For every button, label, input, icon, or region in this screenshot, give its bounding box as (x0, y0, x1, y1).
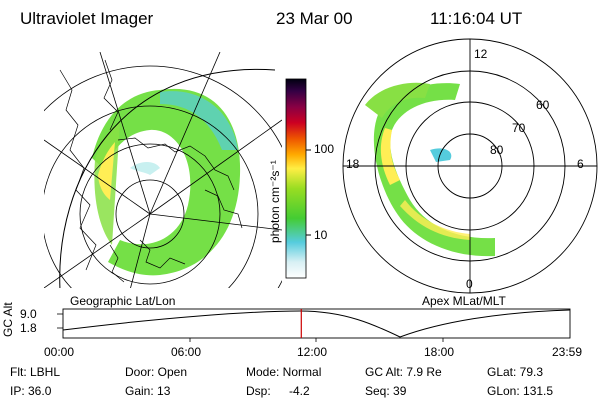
timeline-ytick-9: 9.0 (20, 307, 37, 321)
mlat-label-70: 70 (512, 121, 526, 135)
altitude-curve (62, 309, 571, 338)
time-label: 11:16:04 UT (430, 9, 523, 28)
mlt-label-18: 18 (346, 157, 360, 171)
gc-alt-readout: GC Alt: 7.9 Re (365, 365, 442, 379)
colorbar-tick-100: 100 (314, 142, 335, 156)
ip-readout: IP: 36.0 (10, 384, 52, 398)
timeline-xtick-0000: 00:00 (44, 345, 75, 359)
mlat-label-60: 60 (536, 98, 550, 112)
mlt-label-6: 6 (577, 157, 584, 171)
colorbar-unit-label: photon cm⁻²s⁻¹ (268, 160, 282, 243)
timeline-ylabel: GC Alt (1, 302, 15, 337)
instrument-title: Ultraviolet Imager (20, 9, 154, 28)
aurora-oval-left (92, 88, 241, 276)
seq-readout: Seq: 39 (365, 384, 407, 398)
aurora-oval-right (373, 83, 495, 257)
mlat-label-80: 80 (490, 143, 504, 157)
magnetic-polar-plot (342, 38, 598, 294)
timeline-xtick-0600: 06:00 (171, 345, 202, 359)
mlt-label-0: 0 (466, 277, 473, 291)
timeline-ytick-1-8: 1.8 (20, 321, 37, 335)
right-map-caption: Apex MLat/MLT (422, 294, 506, 308)
mode-readout: Mode: Normal (246, 365, 322, 379)
colorbar-tick-10: 10 (314, 228, 328, 242)
timeline-xtick-1800: 18:00 (424, 345, 455, 359)
door-readout: Door: Open (125, 365, 188, 379)
dsp-value: -4.2 (289, 384, 310, 398)
filter-readout: Flt: LBHL (10, 365, 61, 379)
timeline-xtick-2359: 23:59 (552, 345, 583, 359)
geographic-map (44, 52, 282, 288)
date-label: 23 Mar 00 (276, 9, 353, 28)
timeline-xtick-1200: 12:00 (297, 345, 328, 359)
gain-readout: Gain: 13 (125, 384, 171, 398)
mlt-label-12: 12 (474, 47, 488, 61)
color-bar (285, 78, 307, 279)
left-map-caption: Geographic Lat/Lon (70, 294, 176, 308)
glon-readout: GLon: 131.5 (487, 384, 554, 398)
altitude-timeline (57, 308, 571, 342)
dsp-label: Dsp: (246, 384, 271, 398)
glat-readout: GLat: 79.3 (487, 365, 544, 379)
